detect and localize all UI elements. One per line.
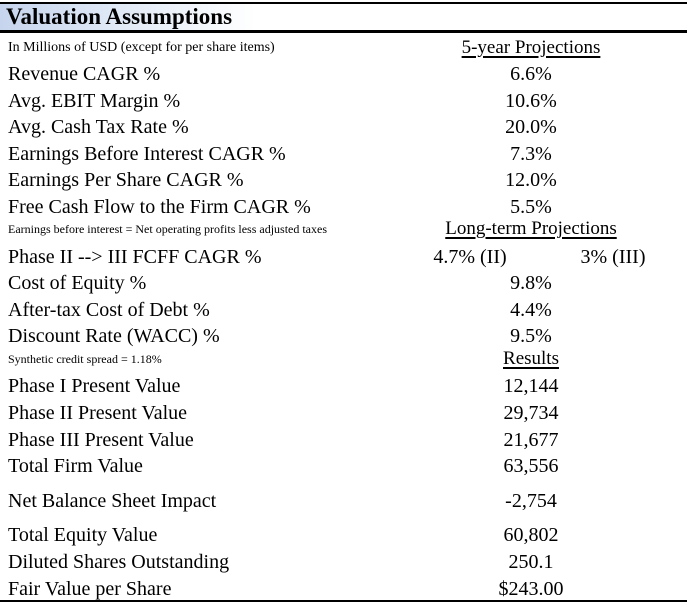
row-label: Total Firm Value: [8, 455, 143, 477]
table-row: After-tax Cost of Debt % 4.4%: [0, 297, 687, 323]
row-label: Free Cash Flow to the Firm CAGR %: [8, 196, 311, 218]
table-row: Avg. Cash Tax Rate % 20.0%: [0, 114, 687, 140]
row-value-phase2: 4.7% (II): [433, 246, 507, 268]
row-label: Net Balance Sheet Impact: [8, 490, 217, 512]
row-label: Revenue CAGR %: [8, 63, 161, 85]
row-value: -2,754: [505, 490, 557, 512]
row-value: 4.4%: [510, 299, 552, 321]
row-value: 9.8%: [510, 272, 552, 294]
row-value: 7.3%: [510, 143, 552, 165]
footnote-earnings: Earnings before interest = Net operating…: [8, 222, 328, 236]
row-value: 21,677: [503, 429, 559, 451]
section-header-results: Results: [503, 348, 559, 369]
table-row: Free Cash Flow to the Firm CAGR % 5.5%: [0, 194, 687, 220]
row-value: 12.0%: [505, 169, 557, 191]
row-value: 9.5%: [510, 325, 552, 347]
table-row: Total Firm Value 63,556: [0, 453, 687, 479]
row-value: 250.1: [508, 551, 554, 573]
table-row: Earnings Before Interest CAGR % 7.3%: [0, 141, 687, 167]
footnote-credit-spread: Synthetic credit spread = 1.18%: [8, 352, 162, 366]
units-note: In Millions of USD (except for per share…: [8, 40, 275, 55]
row-value: 10.6%: [505, 90, 557, 112]
row-label: Total Equity Value: [8, 524, 158, 546]
row-label: Phase III Present Value: [8, 429, 194, 451]
top-rule: [0, 2, 687, 4]
title-bar: Valuation Assumptions: [0, 4, 687, 30]
table-row-phase: Phase II --> III FCFF CAGR % 4.7% (II) 3…: [0, 244, 687, 270]
row-label: Earnings Per Share CAGR %: [8, 169, 244, 191]
table-row: Phase II Present Value 29,734: [0, 400, 687, 426]
footnote-row: Earnings before interest = Net operating…: [0, 216, 687, 242]
table-row: Discount Rate (WACC) % 9.5%: [0, 323, 687, 349]
row-label: Diluted Shares Outstanding: [8, 551, 230, 573]
bottom-rule: [0, 600, 687, 602]
table-row: Earnings Per Share CAGR % 12.0%: [0, 167, 687, 193]
row-label: Discount Rate (WACC) %: [8, 325, 220, 347]
table-row: Net Balance Sheet Impact -2,754: [0, 488, 687, 514]
table-row: Phase I Present Value 12,144: [0, 373, 687, 399]
row-label: Avg. Cash Tax Rate %: [8, 116, 189, 138]
row-label: After-tax Cost of Debt %: [8, 299, 210, 321]
table-header-row: In Millions of USD (except for per share…: [0, 35, 687, 61]
row-label: Phase II Present Value: [8, 402, 188, 424]
row-value: 20.0%: [505, 116, 557, 138]
table-row: Cost of Equity % 9.8%: [0, 270, 687, 296]
title-underline-rule: [0, 30, 687, 33]
row-label: Phase I Present Value: [8, 375, 181, 397]
table-row: Fair Value per Share $243.00: [0, 576, 687, 602]
table-row: Diluted Shares Outstanding 250.1: [0, 549, 687, 575]
row-value: 63,556: [503, 455, 559, 477]
table-row: Phase III Present Value 21,677: [0, 427, 687, 453]
row-label: Earnings Before Interest CAGR %: [8, 143, 286, 165]
section-header-longterm: Long-term Projections: [445, 218, 617, 239]
row-value: $243.00: [498, 578, 564, 600]
row-value: 5.5%: [510, 196, 552, 218]
page-title: Valuation Assumptions: [6, 4, 233, 29]
row-value: 12,144: [503, 375, 559, 397]
row-label: Cost of Equity %: [8, 272, 147, 294]
row-value-phase3: 3% (III): [580, 246, 646, 268]
table-row: Avg. EBIT Margin % 10.6%: [0, 88, 687, 114]
table-row: Total Equity Value 60,802: [0, 522, 687, 548]
row-value: 6.6%: [510, 63, 552, 85]
row-label: Fair Value per Share: [8, 578, 172, 600]
table-row: Revenue CAGR % 6.6%: [0, 61, 687, 87]
row-label: Phase II --> III FCFF CAGR %: [8, 246, 262, 268]
row-value: 60,802: [503, 524, 559, 546]
footnote-row: Synthetic credit spread = 1.18% Results: [0, 346, 687, 372]
row-label: Avg. EBIT Margin %: [8, 90, 181, 112]
row-value: 29,734: [503, 402, 559, 424]
section-header-5year: 5-year Projections: [461, 37, 601, 58]
